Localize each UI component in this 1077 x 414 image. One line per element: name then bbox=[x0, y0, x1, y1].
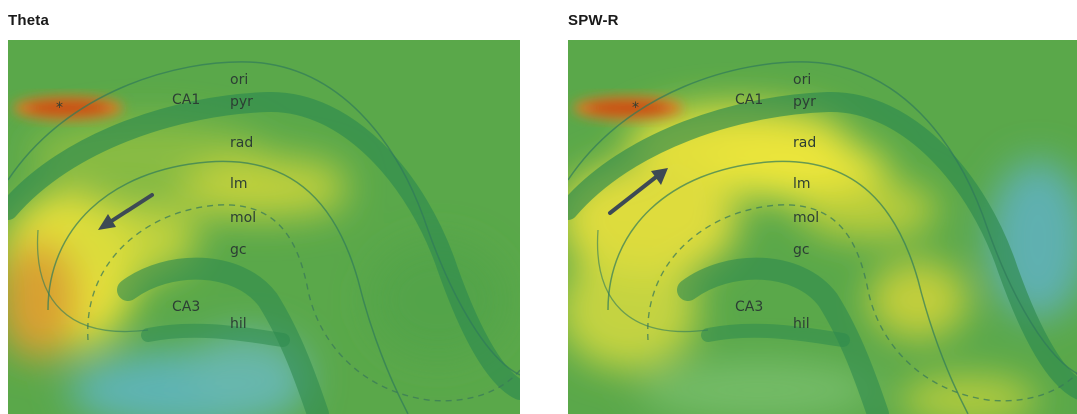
inner-outline bbox=[36, 229, 149, 333]
panel-spw-r: SPW-R bbox=[560, 0, 1077, 414]
hil-label: hil bbox=[793, 316, 810, 332]
propagation-arrow bbox=[608, 168, 668, 215]
hotspot-core bbox=[586, 101, 670, 115]
ca3-layer bbox=[701, 323, 850, 347]
hil-label: hil bbox=[230, 316, 247, 332]
ori-label: ori bbox=[230, 72, 249, 88]
ca1-label: CA1 bbox=[735, 92, 764, 108]
pyramidal-layer bbox=[8, 91, 520, 400]
rad-label: rad bbox=[793, 135, 817, 151]
panel-title: SPW-R bbox=[568, 12, 619, 29]
ca1-label: CA1 bbox=[172, 92, 201, 108]
hippocampus-outline bbox=[568, 61, 1077, 375]
inner-outline bbox=[596, 229, 709, 333]
ca3-label: CA3 bbox=[735, 299, 764, 315]
hotspot-asterisk: * bbox=[56, 100, 63, 116]
pyr-label: pyr bbox=[230, 94, 253, 110]
lm-label: lm bbox=[793, 176, 811, 192]
pyr-label: pyr bbox=[793, 94, 816, 110]
dentate-boundary bbox=[87, 204, 520, 402]
dentate-boundary bbox=[647, 204, 1077, 402]
propagation-arrow bbox=[98, 193, 154, 230]
granule-cell-layer bbox=[117, 257, 329, 414]
theta-activity-map bbox=[8, 40, 520, 414]
gc-label: gc bbox=[230, 242, 247, 258]
hotspot-core bbox=[26, 101, 110, 115]
gc-label: gc bbox=[793, 242, 810, 258]
hippocampus-outline bbox=[8, 61, 520, 376]
activity-heat bbox=[8, 120, 508, 414]
spw-r-activity-map bbox=[568, 40, 1077, 414]
lm-label: lm bbox=[230, 176, 248, 192]
hotspot-asterisk: * bbox=[632, 100, 639, 116]
granule-cell-layer bbox=[677, 257, 889, 414]
rad-label: rad bbox=[230, 135, 254, 151]
ori-label: ori bbox=[793, 72, 812, 88]
ca3-label: CA3 bbox=[172, 299, 201, 315]
panel-theta: Theta bbox=[0, 0, 520, 414]
pyramidal-layer bbox=[568, 91, 1077, 400]
ca3-layer bbox=[141, 323, 290, 347]
mol-label: mol bbox=[230, 210, 257, 226]
panel-title: Theta bbox=[8, 12, 50, 29]
hippocampal-fissure bbox=[47, 160, 409, 414]
mol-label: mol bbox=[793, 210, 820, 226]
hippocampal-fissure bbox=[607, 160, 969, 414]
